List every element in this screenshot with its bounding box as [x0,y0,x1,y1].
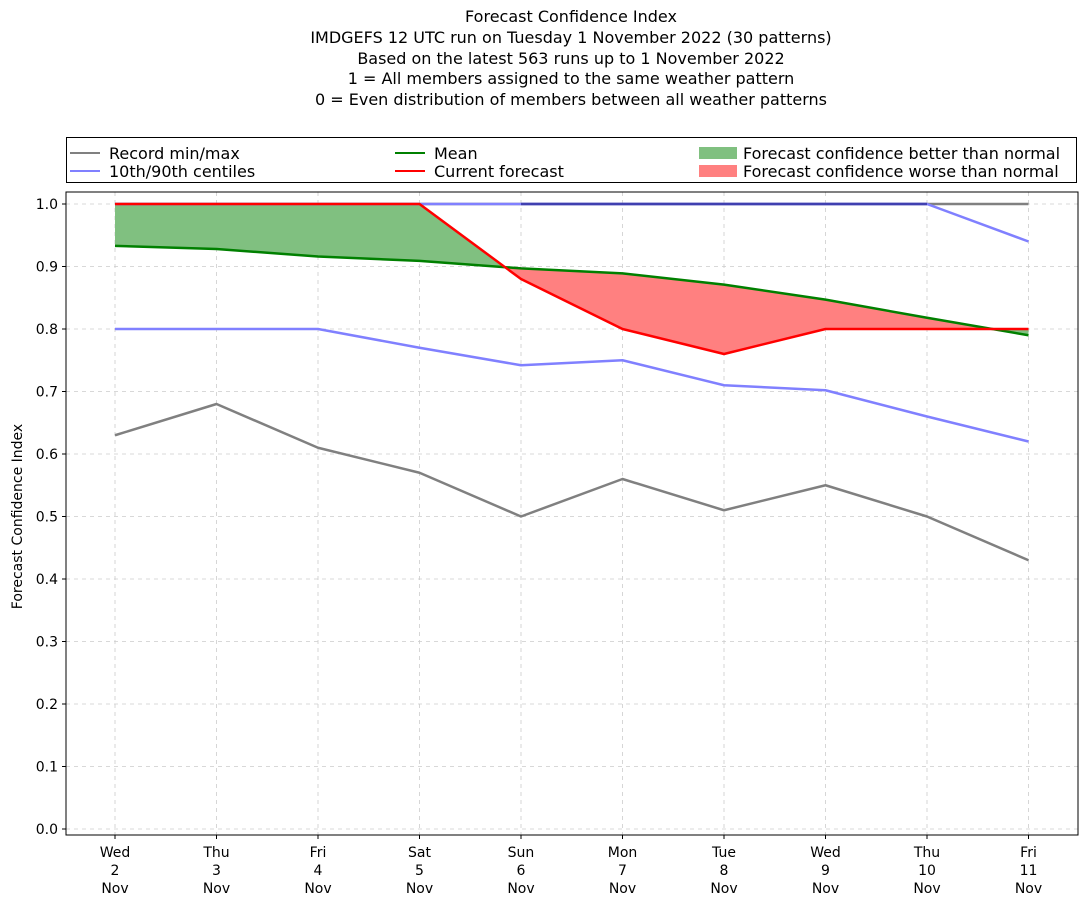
y-tick-label: 0.1 [36,760,58,776]
legend-item-record: Record min/max [70,143,240,163]
x-tick-label: 4 [314,863,323,879]
legend-swatch-centiles [70,170,100,172]
legend: Record min/max 10th/90th centiles Mean C… [66,137,1077,183]
legend-item-centiles: 10th/90th centiles [70,161,256,181]
x-tick-label: Nov [406,881,433,897]
legend-label-worse: Forecast confidence worse than normal [743,161,1059,181]
x-tick-label: 6 [517,863,526,879]
x-tick-label: 11 [1020,863,1038,879]
x-tick-label: Nov [203,881,230,897]
legend-swatch-worse [699,165,737,177]
subtitle-runs: Based on the latest 563 runs up to 1 Nov… [357,48,785,68]
legend-label-better: Forecast confidence better than normal [743,143,1061,163]
title-line: Forecast Confidence Index [465,7,677,26]
legend-swatch-current [395,170,425,172]
x-tick-label: Nov [609,881,636,897]
legend-item-better: Forecast confidence better than normal [699,143,1061,163]
fill-better [115,204,217,249]
subtitle-scale-max: 1 = All members assigned to the same wea… [347,69,795,89]
x-tick-label: 8 [720,863,729,879]
legend-swatch-better [699,147,737,159]
x-tick-label: Thu [913,845,940,861]
series-line-mean [114,244,1029,337]
x-tick-label: Sun [508,845,535,861]
x-tick-label: Nov [710,881,737,897]
legend-label-record: Record min/max [109,143,240,163]
fill-worse [622,273,724,354]
legend-item-worse: Forecast confidence worse than normal [699,161,1059,181]
x-tick-label: 10 [918,863,936,879]
legend-swatch-record [70,152,100,154]
y-tick-label: 0.2 [36,697,58,713]
x-tick-label: 9 [821,863,830,879]
fill-worse [521,268,623,329]
chart-title: Forecast Confidence Index IMDGEFS 12 UTC… [0,7,1092,111]
legend-label-centiles: 10th/90th centiles [109,161,256,181]
fill-worse [825,299,927,329]
legend-item-mean: Mean [395,143,478,163]
x-tick-label: Nov [507,881,534,897]
fill-worse [724,284,826,354]
legend-swatch-mean [395,152,425,154]
series-line-record-min-max-min [114,402,1029,562]
x-tick-label: Tue [711,845,736,861]
x-tick-label: 5 [415,863,424,879]
y-tick-label: 0.3 [36,635,58,651]
fill-better [216,204,318,257]
x-tick-label: Mon [608,845,638,861]
x-tick-label: Sat [408,845,431,861]
subtitle-run: IMDGEFS 12 UTC run on Tuesday 1 November… [310,27,832,47]
plot-frame [65,191,1079,836]
y-tick-label: 1.0 [36,197,58,213]
x-tick-label: Thu [202,845,229,861]
series-line-current-forecast [115,202,1029,356]
x-tick-label: Fri [310,845,327,861]
y-tick-label: 0.6 [36,447,58,463]
y-tick-label: 0.5 [36,510,58,526]
series-line-10th-90th-centiles-10th [115,327,1029,443]
legend-label-current: Current forecast [434,161,564,181]
legend-item-current: Current forecast [395,161,564,181]
x-tick-label: Nov [101,881,128,897]
x-tick-label: Wed [100,845,131,861]
y-axis-label: Forecast Confidence Index [10,424,26,609]
subtitle-scale-min: 0 = Even distribution of members between… [314,90,828,110]
y-tick-label: 0.9 [36,260,58,276]
x-tick-label: Nov [812,881,839,897]
x-tick-label: 7 [618,863,627,879]
y-tick-label: 0.7 [36,385,58,401]
x-tick-label: Nov [304,881,331,897]
x-tick-label: Wed [810,845,841,861]
x-tick-label: Nov [1015,881,1042,897]
y-tick-label: 0.8 [36,322,58,338]
fill-better [318,204,420,261]
y-tick-label: 0.4 [36,572,58,588]
x-tick-label: Fri [1020,845,1037,861]
x-tick-label: Nov [913,881,940,897]
y-tick-label: 0.0 [36,822,58,838]
x-tick-label: 2 [111,863,120,879]
x-tick-label: 3 [212,863,221,879]
legend-label-mean: Mean [434,143,478,163]
